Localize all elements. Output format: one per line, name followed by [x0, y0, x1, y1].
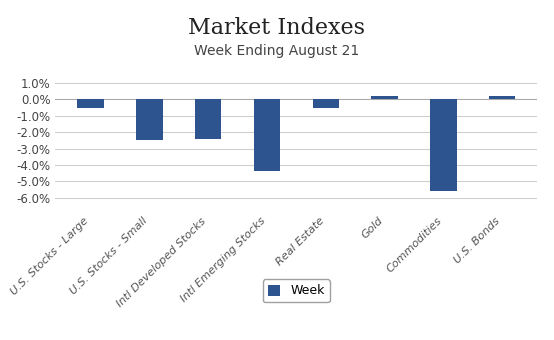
Bar [195, 99, 222, 139]
Bar [254, 99, 280, 171]
Text: Week Ending August 21: Week Ending August 21 [194, 44, 360, 58]
Bar [312, 99, 339, 107]
Bar [78, 99, 104, 107]
Text: Market Indexes: Market Indexes [188, 17, 366, 39]
Bar [430, 99, 456, 191]
Bar [489, 96, 515, 99]
Legend: Week: Week [263, 279, 330, 303]
Bar [371, 96, 398, 99]
Bar [136, 99, 163, 140]
